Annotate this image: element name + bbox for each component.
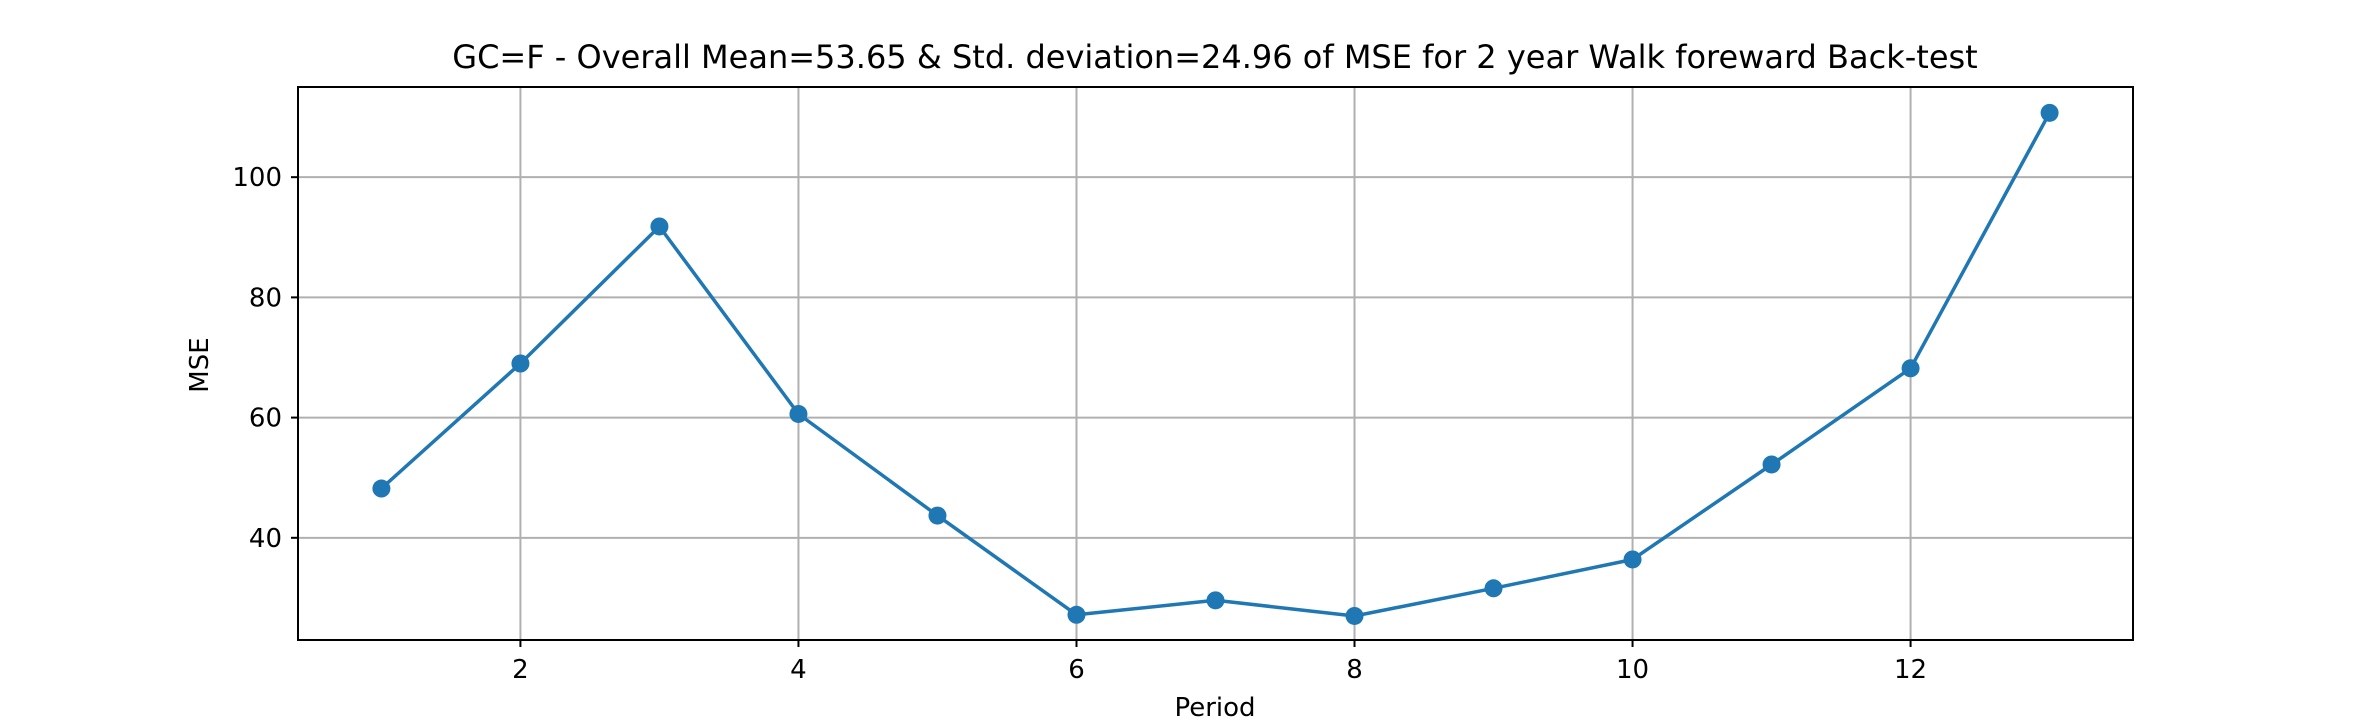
x-tick-label: 6 bbox=[1068, 655, 1085, 685]
data-point-marker bbox=[2040, 103, 2059, 122]
data-point-marker bbox=[1345, 606, 1364, 625]
x-tick-label: 10 bbox=[1616, 655, 1649, 685]
x-tick-label: 12 bbox=[1894, 655, 1927, 685]
y-tick-label: 100 bbox=[232, 163, 282, 193]
data-point-marker bbox=[1067, 605, 1086, 624]
series-line bbox=[380, 111, 2052, 618]
y-tick-label: 40 bbox=[249, 524, 282, 554]
axis-ticks: 2 4 6 8 10 12 40 60 80 100 bbox=[232, 163, 1927, 685]
data-point-marker bbox=[928, 506, 947, 525]
data-point-marker bbox=[1484, 579, 1503, 598]
data-point-marker bbox=[1901, 359, 1920, 378]
plot-area-frame bbox=[297, 86, 2134, 641]
x-tick-label: 2 bbox=[512, 655, 529, 685]
x-tick-label: 8 bbox=[1346, 655, 1363, 685]
x-tick-label: 4 bbox=[790, 655, 807, 685]
y-tick-label: 60 bbox=[249, 404, 282, 434]
data-point-marker bbox=[372, 479, 391, 498]
data-point-marker bbox=[511, 354, 530, 373]
data-point-marker bbox=[1206, 591, 1225, 610]
y-tick-label: 80 bbox=[249, 283, 282, 313]
series bbox=[372, 103, 2059, 625]
data-point-marker bbox=[1762, 455, 1781, 474]
chart-title: GC=F - Overall Mean=53.65 & Std. deviati… bbox=[452, 38, 1977, 76]
data-point-marker bbox=[650, 217, 669, 236]
grid bbox=[298, 87, 2133, 640]
x-axis-label: Period bbox=[1174, 693, 1255, 720]
data-point-marker bbox=[1623, 550, 1642, 569]
data-point-marker bbox=[789, 404, 808, 423]
y-axis-label: MSE bbox=[185, 337, 215, 392]
